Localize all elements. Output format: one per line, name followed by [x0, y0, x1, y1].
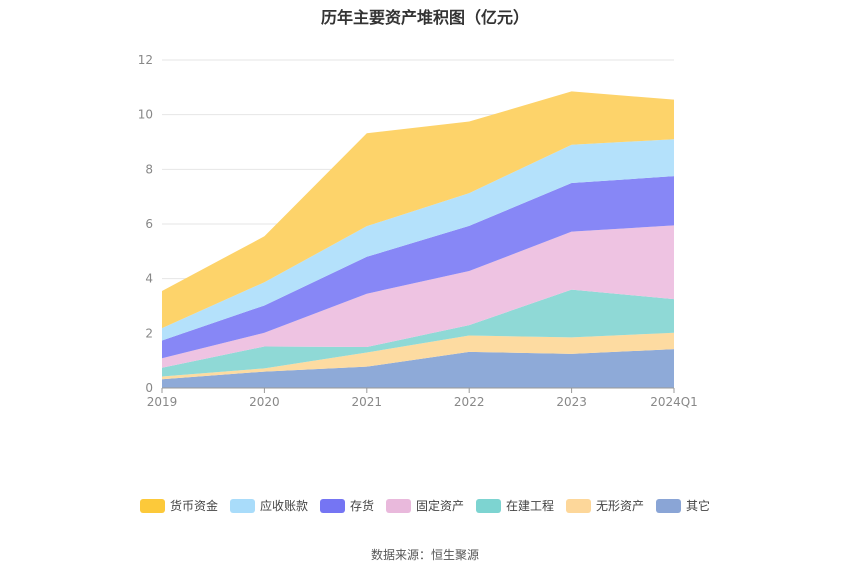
legend-swatch	[656, 498, 682, 513]
legend-label: 其它	[686, 499, 711, 513]
legend-swatch	[139, 498, 165, 513]
y-tick-label: 8	[145, 162, 153, 176]
legend: 货币资金 应收账款 存货 固定资产 在建工程 无形资产 其它	[0, 497, 850, 514]
y-tick-label: 2	[145, 326, 153, 340]
y-tick-label: 12	[138, 53, 153, 67]
legend-item[interactable]: 固定资产	[385, 497, 464, 514]
legend-swatch	[566, 498, 592, 513]
area-无形资产	[162, 332, 674, 380]
x-tick-label: 2023	[556, 395, 587, 409]
legend-label: 存货	[349, 499, 374, 513]
area-货币资金	[162, 91, 674, 329]
x-tick-label: 2020	[249, 395, 280, 409]
legend-item[interactable]: 应收账款	[229, 497, 308, 514]
legend-swatch	[319, 498, 345, 513]
legend-label: 固定资产	[415, 499, 464, 513]
source-note: 数据来源：恒生聚源	[370, 548, 479, 562]
legend-label: 在建工程	[506, 499, 555, 513]
y-tick-label: 6	[145, 217, 153, 231]
x-tick-label: 2022	[454, 395, 485, 409]
x-tick-label: 2024Q1	[650, 395, 698, 409]
chart-title: 历年主要资产堆积图（亿元）	[320, 8, 529, 27]
legend-item[interactable]: 其它	[656, 497, 710, 514]
area-series	[162, 91, 674, 388]
area-其它	[162, 349, 674, 388]
legend-swatch	[476, 498, 501, 513]
y-tick-label: 4	[145, 272, 153, 286]
area-在建工程	[162, 289, 674, 377]
legend-label: 货币资金	[169, 499, 218, 513]
x-tick-label: 2019	[147, 395, 178, 409]
legend-item[interactable]: 存货	[319, 497, 374, 514]
area-固定资产	[162, 225, 674, 368]
legend-item[interactable]: 无形资产	[566, 497, 644, 514]
legend-item[interactable]: 在建工程	[476, 497, 554, 514]
area-存货	[162, 176, 674, 359]
y-tick-label: 0	[145, 381, 153, 395]
legend-swatch	[385, 498, 411, 513]
axes: 0 2 4 6 8 10 12 2019 2020 2021 2022 2023 2024Q1	[138, 53, 698, 409]
legend-swatch	[229, 498, 255, 513]
x-tick-label: 2021	[352, 395, 383, 409]
legend-item[interactable]: 货币资金	[139, 497, 218, 514]
legend-label: 应收账款	[259, 499, 308, 513]
legend-label: 无形资产	[596, 499, 645, 513]
y-tick-label: 10	[138, 108, 153, 122]
area-应收账款	[162, 139, 674, 341]
